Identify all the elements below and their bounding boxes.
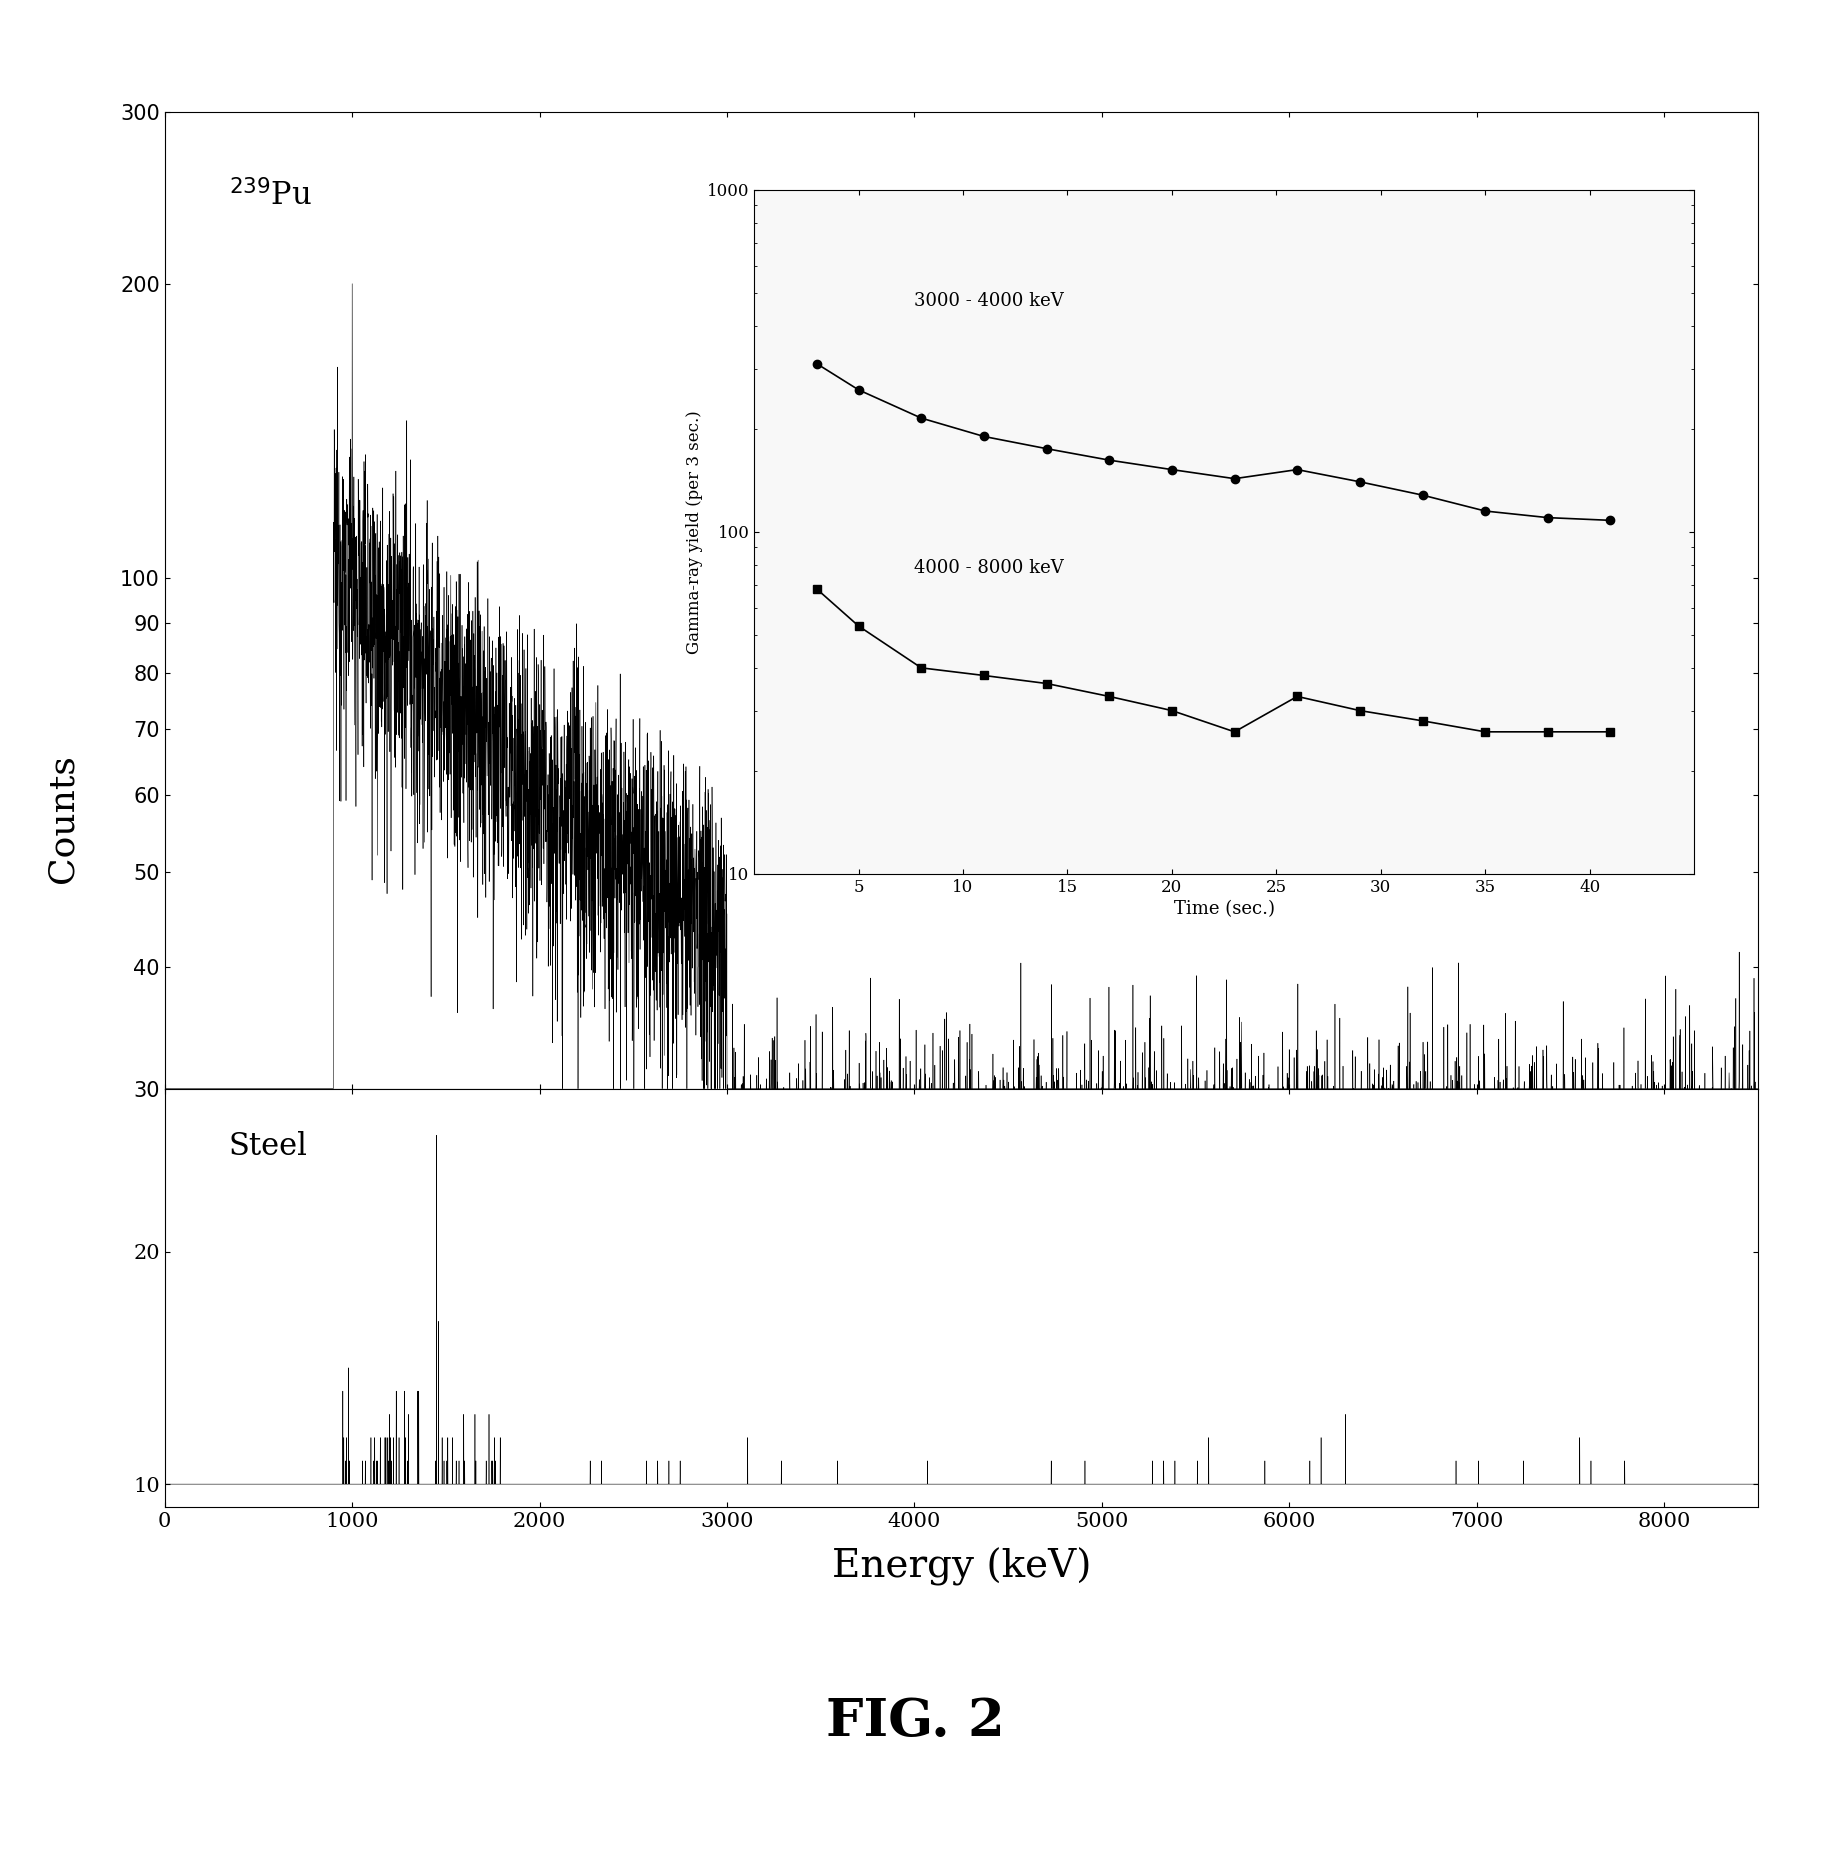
Text: $^{239}$Pu: $^{239}$Pu (229, 181, 311, 212)
Text: FIG. 2: FIG. 2 (825, 1695, 1005, 1747)
Text: Counts: Counts (46, 754, 81, 884)
Text: Steel: Steel (229, 1130, 307, 1161)
X-axis label: Energy (keV): Energy (keV) (831, 1548, 1091, 1586)
